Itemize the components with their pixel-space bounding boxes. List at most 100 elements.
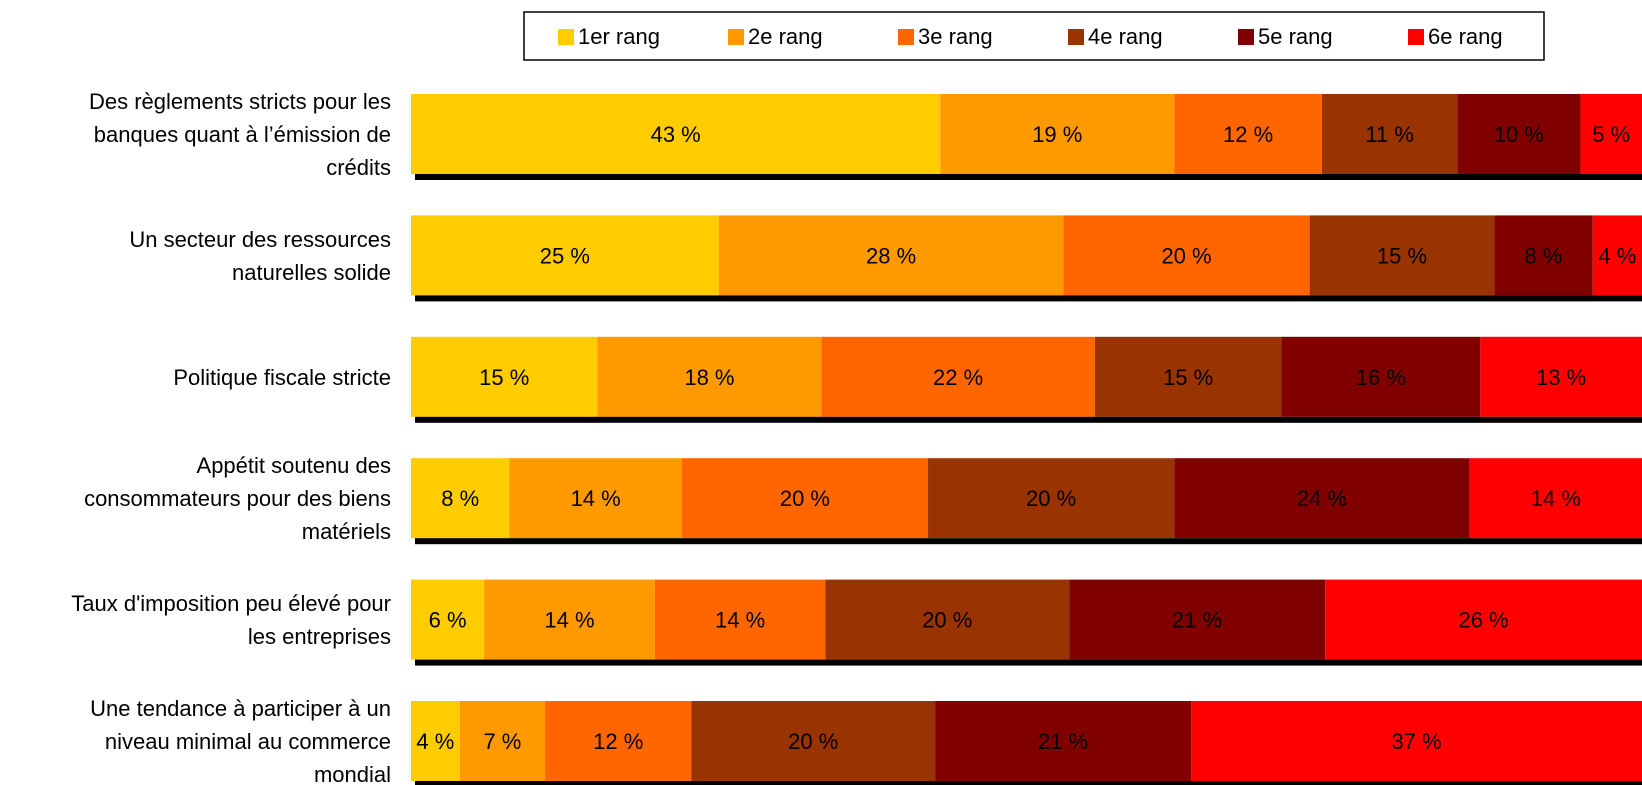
bar-segment-5e-rang (1494, 215, 1593, 296)
bar-baseline (415, 781, 1642, 785)
bar-segment-2e-rang (484, 579, 655, 660)
bar-segment-2e-rang (459, 701, 546, 781)
data-label: 18 % (684, 365, 734, 390)
plot-area: Des règlements stricts pour les banques q… (71, 89, 1642, 785)
bar-segment-1er-rang (411, 215, 719, 296)
legend-swatch (1068, 29, 1084, 45)
bar-baseline (415, 538, 1642, 545)
bar-segment-5e-rang (1457, 94, 1581, 174)
legend-swatch (1238, 29, 1254, 45)
data-label: 20 % (922, 608, 972, 633)
data-label: 21 % (1172, 608, 1222, 633)
bar-segment-4e-rang (691, 701, 936, 781)
data-label: 20 % (780, 486, 830, 511)
data-label: 4 % (416, 729, 454, 754)
bar-segment-6e-rang (1580, 94, 1642, 174)
data-label: 14 % (571, 486, 621, 511)
category-label: Des règlements stricts pour les banques q… (89, 89, 391, 180)
data-label: 15 % (479, 365, 529, 390)
data-label: 4 % (1598, 243, 1636, 268)
data-label: 25 % (540, 243, 590, 268)
legend-label: 5e rang (1258, 24, 1333, 49)
data-label: 7 % (483, 729, 521, 754)
bar-segment-4e-rang (928, 458, 1175, 539)
bar-segment-4e-rang (825, 579, 1070, 660)
category-label: Un secteur des ressources naturelles soli… (129, 227, 391, 285)
bar-segment-3e-rang (1174, 94, 1322, 174)
data-label: 22 % (933, 365, 983, 390)
data-label: 24 % (1297, 486, 1347, 511)
data-label: 21 % (1038, 729, 1088, 754)
bar-segment-1er-rang (411, 701, 460, 781)
bar-segment-4e-rang (1321, 94, 1458, 174)
data-label: 43 % (651, 122, 701, 147)
bar-segment-4e-rang (1094, 336, 1282, 417)
legend-label: 4e rang (1088, 24, 1163, 49)
bar-segment-6e-rang (1480, 336, 1642, 417)
legend: 1er rang 2e rang 3e rang 4e rang 5e rang 6e r… (523, 11, 1545, 61)
data-label: 16 % (1356, 365, 1406, 390)
bar-segment-5e-rang (1069, 579, 1326, 660)
category-label: Taux d'imposition peu élevé pour les entr… (71, 591, 391, 649)
bar-segment-1er-rang (411, 458, 510, 539)
bar-segment-5e-rang (935, 701, 1192, 781)
legend-label: 6e rang (1428, 24, 1503, 49)
bar-segment-5e-rang (1281, 336, 1481, 417)
bar-segment-3e-rang (821, 336, 1095, 417)
data-label: 19 % (1032, 122, 1082, 147)
legend-box (523, 11, 1545, 61)
data-label: 20 % (1161, 243, 1211, 268)
data-label: 5 % (1592, 122, 1630, 147)
data-label: 37 % (1391, 729, 1441, 754)
category-label: Politique fiscale stricte (173, 365, 391, 390)
bar-segment-5e-rang (1174, 458, 1470, 539)
category-label: Une tendance à participer à un niveau min… (90, 696, 391, 785)
data-label: 8 % (441, 486, 479, 511)
category-label: Appétit soutenu des consommateurs pour de… (84, 453, 391, 544)
bar-segment-6e-rang (1191, 701, 1642, 781)
data-label: 28 % (866, 243, 916, 268)
data-label: 15 % (1163, 365, 1213, 390)
legend-label: 3e rang (918, 24, 993, 49)
bar-segment-6e-rang (1592, 215, 1642, 296)
bar-segment-2e-rang (597, 336, 822, 417)
data-label: 15 % (1377, 243, 1427, 268)
data-label: 20 % (1026, 486, 1076, 511)
legend-swatch (728, 29, 744, 45)
bar-baseline (415, 295, 1642, 302)
bar-segment-1er-rang (411, 579, 485, 660)
bar-segment-3e-rang (1063, 215, 1310, 296)
bar-segment-2e-rang (940, 94, 1175, 174)
bar-segment-1er-rang (411, 94, 941, 174)
legend-swatch (1408, 29, 1424, 45)
data-label: 26 % (1458, 608, 1508, 633)
bar-segment-2e-rang (509, 458, 682, 539)
data-label: 11 % (1365, 122, 1414, 147)
data-label: 12 % (593, 729, 643, 754)
bar-segment-6e-rang (1325, 579, 1642, 660)
bar-baseline (415, 416, 1642, 423)
data-label: 20 % (788, 729, 838, 754)
legend-label: 1er rang (578, 24, 660, 49)
bar-baseline (415, 174, 1642, 180)
data-label: 10 % (1494, 122, 1544, 147)
data-label: 6 % (429, 608, 467, 633)
bar-segment-6e-rang (1469, 458, 1642, 539)
data-label: 14 % (544, 608, 594, 633)
bar-segment-3e-rang (654, 579, 826, 660)
legend-swatch (898, 29, 914, 45)
bar-segment-2e-rang (718, 215, 1064, 296)
data-label: 8 % (1525, 243, 1563, 268)
bar-segment-3e-rang (681, 458, 929, 539)
legend-label: 2e rang (748, 24, 823, 49)
data-label: 14 % (715, 608, 765, 633)
data-label: 14 % (1531, 486, 1581, 511)
bar-segment-3e-rang (545, 701, 692, 781)
legend-swatch (558, 29, 574, 45)
data-label: 13 % (1536, 365, 1586, 390)
bar-segment-1er-rang (411, 336, 598, 417)
data-label: 12 % (1223, 122, 1273, 147)
bar-baseline (415, 659, 1642, 666)
